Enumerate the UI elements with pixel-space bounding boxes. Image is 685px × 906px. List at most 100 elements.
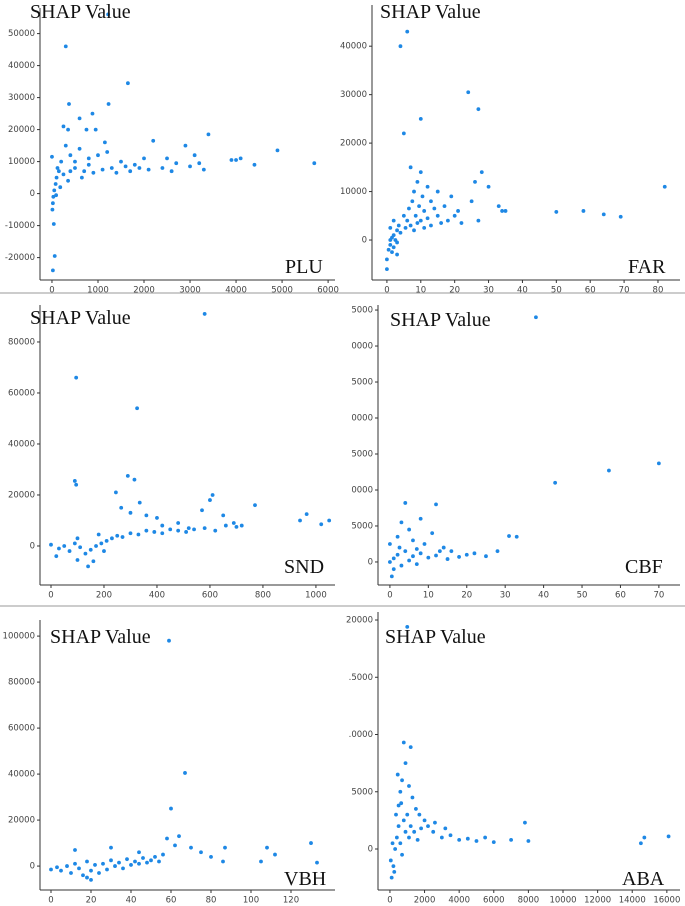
x-tick-label: 12000 (584, 896, 611, 906)
point (109, 166, 114, 170)
x-tick-label: 5000 (271, 286, 293, 296)
point (73, 166, 77, 170)
point (229, 158, 234, 162)
point (135, 406, 139, 411)
axis-title: SHAP Value (30, 1, 131, 23)
point (405, 218, 410, 223)
point (176, 521, 181, 525)
point (418, 116, 423, 121)
point (397, 545, 402, 550)
point (407, 784, 411, 788)
point (113, 864, 117, 868)
point (115, 533, 120, 538)
y-tick-label: 10000 (340, 187, 367, 197)
point (523, 820, 527, 825)
point (53, 182, 58, 186)
x-tick-label: 2000 (414, 896, 436, 906)
point (128, 169, 133, 174)
point (152, 530, 157, 534)
point (93, 863, 97, 867)
point (395, 240, 399, 245)
x-tick-label: 400 (149, 591, 165, 601)
point (231, 521, 236, 525)
point (431, 829, 436, 834)
point (509, 837, 513, 842)
x-tick-label: 60 (615, 591, 626, 601)
point (142, 156, 146, 161)
point (399, 801, 404, 806)
point (407, 835, 411, 840)
point (89, 877, 93, 882)
point (429, 223, 433, 228)
point (184, 530, 189, 534)
point (223, 845, 227, 850)
point (304, 512, 309, 517)
x-tick-label: 50 (577, 591, 588, 601)
point (101, 861, 105, 866)
point (457, 555, 461, 559)
point (83, 551, 88, 556)
point (213, 528, 218, 533)
point (496, 204, 501, 209)
point (484, 554, 488, 559)
point (396, 824, 401, 829)
point (405, 812, 410, 817)
point (433, 820, 437, 825)
point (85, 859, 89, 864)
point (132, 162, 137, 167)
point (401, 213, 406, 218)
point (398, 841, 403, 846)
point (206, 132, 211, 137)
point (169, 806, 173, 811)
point (432, 206, 437, 211)
point (474, 839, 479, 843)
point (526, 839, 531, 843)
point (128, 531, 133, 536)
point (319, 522, 324, 527)
point (238, 156, 243, 161)
y-tick-label: 40000 (8, 439, 35, 449)
point (390, 841, 395, 846)
x-tick-label: 100 (243, 896, 259, 906)
point (137, 861, 141, 866)
point (110, 536, 114, 541)
point (96, 153, 100, 158)
point (395, 772, 400, 777)
point (223, 523, 228, 528)
x-tick-label: 8000 (518, 896, 540, 906)
point (72, 479, 77, 483)
point (399, 520, 404, 525)
point (104, 538, 109, 543)
point (149, 858, 153, 863)
point (486, 184, 491, 189)
point (410, 199, 415, 204)
y-tick-label: 40000 (8, 61, 35, 71)
x-tick-label: 6000 (483, 896, 505, 906)
point (398, 789, 403, 794)
point (401, 818, 406, 823)
y-tick-label: 0 (30, 189, 35, 199)
x-tick-label: 10 (415, 286, 426, 296)
point (452, 213, 457, 218)
point (73, 861, 77, 866)
point (49, 867, 53, 872)
point (396, 803, 401, 808)
point (400, 778, 404, 783)
point (168, 527, 173, 532)
x-tick-label: 10000 (549, 896, 576, 906)
point (411, 538, 415, 543)
point (59, 868, 63, 873)
y-tick-label: 5000 (351, 449, 373, 459)
point (426, 555, 431, 560)
point (84, 127, 89, 132)
point (61, 124, 66, 129)
y-tick-label: 0 (30, 541, 35, 551)
point (412, 189, 416, 194)
point (161, 852, 165, 857)
x-tick-label: 20 (86, 896, 97, 906)
x-tick-label: 20 (461, 591, 472, 601)
point (401, 740, 406, 745)
point (221, 513, 226, 518)
point (102, 549, 106, 553)
point (439, 221, 444, 225)
